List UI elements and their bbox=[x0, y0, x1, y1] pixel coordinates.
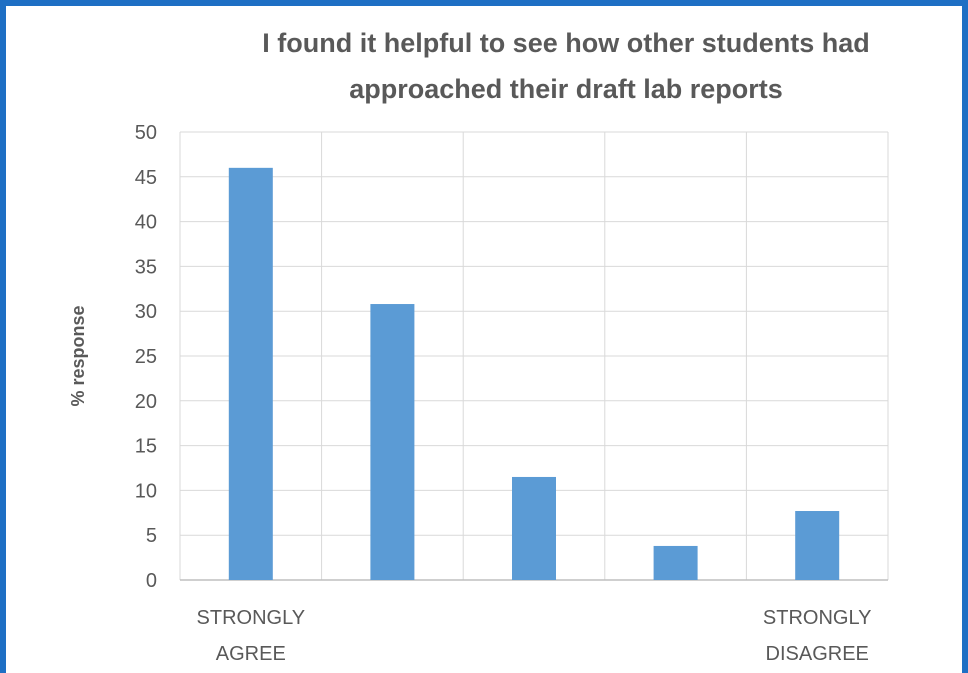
y-tick-label: 45 bbox=[135, 167, 157, 189]
x-axis-categories: STRONGLY AGREE STRONGLY DISAGREE bbox=[197, 607, 872, 665]
y-tick-label: 20 bbox=[135, 391, 157, 413]
y-tick-label: 40 bbox=[135, 212, 157, 234]
bar bbox=[370, 304, 415, 580]
bars bbox=[228, 167, 840, 580]
x-category-label: STRONGLY bbox=[763, 607, 872, 629]
y-tick-label: 0 bbox=[146, 570, 157, 592]
bar bbox=[512, 476, 556, 580]
chart-title: I found it helpful to see how other stud… bbox=[262, 28, 870, 104]
chart-title-line: I found it helpful to see how other stud… bbox=[262, 28, 870, 58]
y-tick-label: 5 bbox=[146, 525, 157, 547]
bar bbox=[795, 511, 840, 580]
bar bbox=[653, 545, 698, 580]
y-axis-title: % response bbox=[68, 305, 88, 406]
y-tick-label: 15 bbox=[135, 436, 157, 458]
y-tick-label: 10 bbox=[135, 480, 157, 502]
x-category-label: DISAGREE bbox=[766, 643, 869, 665]
y-axis-ticks: 0 5 10 15 20 25 30 35 40 45 50 bbox=[135, 122, 157, 592]
y-tick-label: 25 bbox=[135, 346, 157, 368]
gridlines bbox=[179, 131, 889, 581]
x-category-label: STRONGLY bbox=[197, 607, 306, 629]
y-tick-label: 50 bbox=[135, 122, 157, 144]
y-axis-label: % response bbox=[68, 305, 88, 406]
bar bbox=[228, 167, 273, 580]
chart-title-line: approached their draft lab reports bbox=[349, 74, 783, 104]
y-tick-label: 35 bbox=[135, 256, 157, 278]
y-tick-label: 30 bbox=[135, 301, 157, 323]
x-category-label: AGREE bbox=[216, 643, 286, 665]
